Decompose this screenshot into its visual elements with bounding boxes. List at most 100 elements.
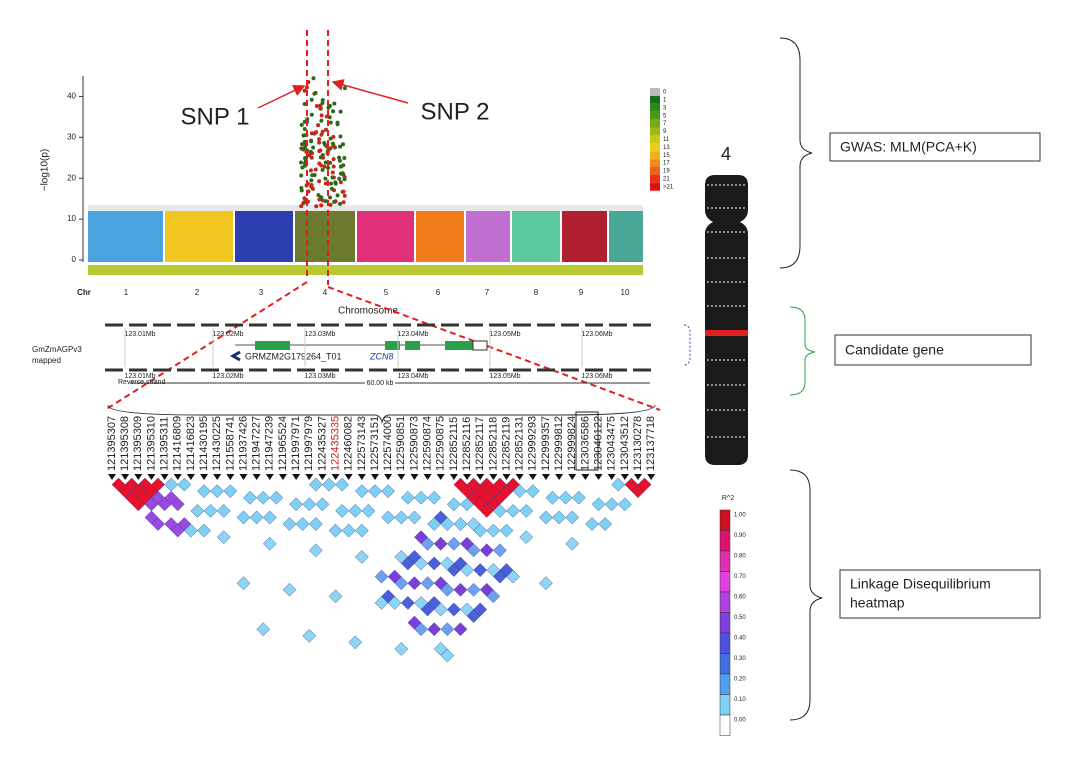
snp-id: 122999357 bbox=[540, 416, 552, 471]
ld-heatmap bbox=[111, 477, 652, 663]
ld-cell bbox=[545, 490, 560, 505]
snp-dot bbox=[338, 201, 343, 206]
snp-pointer bbox=[226, 474, 235, 480]
ld-cell bbox=[414, 622, 428, 637]
snp-pointer bbox=[423, 474, 432, 480]
ld-cell bbox=[394, 642, 409, 656]
snp-dot bbox=[308, 168, 313, 173]
snp-highlight-box bbox=[575, 411, 599, 471]
snp-id: 122573143 bbox=[356, 416, 368, 471]
snp-dot bbox=[299, 122, 304, 127]
snp-pointer bbox=[278, 474, 287, 480]
legend-label: 7 bbox=[663, 121, 667, 127]
snp-pointer bbox=[476, 474, 485, 480]
ld-cell bbox=[236, 510, 251, 525]
chr-label: Chr bbox=[77, 288, 91, 297]
snp-dot bbox=[322, 140, 327, 145]
snp-dot bbox=[309, 97, 314, 102]
ld-cell bbox=[381, 510, 396, 525]
ld-cell bbox=[243, 490, 257, 505]
snp-dot bbox=[333, 180, 338, 185]
position-label: 123.01Mb bbox=[124, 331, 155, 338]
ld-cell bbox=[295, 517, 310, 531]
snp-id: 122999812 bbox=[553, 416, 565, 471]
snp-dot bbox=[310, 173, 315, 178]
chromosome-label: 5 bbox=[384, 288, 389, 297]
ld-cell bbox=[565, 510, 580, 525]
snp-dot bbox=[319, 118, 324, 123]
snp-dot bbox=[303, 156, 308, 161]
snp-id: 121416809 bbox=[172, 416, 184, 471]
legend-label: 11 bbox=[663, 137, 670, 143]
snp-dot bbox=[341, 189, 346, 194]
brace bbox=[789, 469, 823, 721]
snp-pointer bbox=[108, 474, 116, 480]
ld-cell bbox=[151, 517, 165, 531]
snp-dot bbox=[317, 149, 322, 154]
snp-dot bbox=[331, 157, 336, 162]
legend-swatch bbox=[650, 174, 660, 183]
snp-pointer bbox=[449, 474, 458, 480]
snp-id: 122435327 bbox=[316, 416, 328, 471]
snp-pointer bbox=[384, 474, 393, 480]
x-label: Chromosome bbox=[338, 306, 398, 317]
legend-label: 3 bbox=[663, 105, 667, 111]
snp-dot bbox=[341, 163, 346, 168]
snp-pointer bbox=[344, 474, 353, 480]
snp-pointer bbox=[568, 474, 577, 480]
snp-pointer bbox=[594, 474, 603, 480]
chromosome-label: 10 bbox=[621, 288, 630, 297]
snp-pointer bbox=[410, 474, 419, 480]
snp-dot bbox=[304, 85, 309, 90]
ld-cell bbox=[256, 622, 271, 637]
snp-pointer bbox=[620, 474, 629, 480]
snp-dot bbox=[318, 103, 323, 108]
position-label: 123.05Mb bbox=[489, 331, 520, 338]
ld-cell bbox=[420, 576, 435, 591]
chromosome-label: 9 bbox=[579, 288, 584, 297]
ld-cell bbox=[381, 484, 396, 499]
ld-cell bbox=[519, 530, 534, 545]
snp-id: 121558741 bbox=[224, 416, 236, 471]
snp-dot bbox=[313, 91, 318, 96]
snp-dot bbox=[337, 158, 342, 163]
snp-id: 121395311 bbox=[159, 417, 171, 471]
annotation: Candidate gene bbox=[845, 342, 944, 358]
ld-cell bbox=[433, 536, 448, 551]
snp-pointer bbox=[436, 474, 445, 480]
ld-legend-label: 0.50 bbox=[734, 615, 746, 621]
snp-id: 121416823 bbox=[185, 416, 197, 471]
ld-cell bbox=[269, 490, 284, 505]
annotation-box bbox=[839, 569, 1041, 619]
ld-legend-swatch bbox=[719, 694, 731, 716]
snp-dot bbox=[337, 155, 342, 160]
ld-cell bbox=[585, 517, 599, 531]
ld-cell bbox=[479, 543, 494, 558]
snp-dot bbox=[302, 101, 307, 106]
annotation: Linkage Disequilibrium bbox=[850, 576, 991, 592]
snp-dot bbox=[309, 155, 314, 160]
snp-pointer bbox=[252, 474, 261, 480]
chromosome-label: 1 bbox=[124, 288, 129, 297]
legend-swatch bbox=[650, 159, 660, 167]
ld-cell bbox=[558, 490, 573, 505]
ld-cell bbox=[440, 582, 455, 597]
snp-pointer bbox=[581, 474, 590, 480]
snp-id: 122852117 bbox=[474, 417, 486, 471]
snp-dot bbox=[335, 122, 340, 127]
snp-id: 121947227 bbox=[251, 416, 263, 471]
chromosome-label: 6 bbox=[436, 288, 441, 297]
annotation: heatmap bbox=[850, 595, 905, 611]
ld-cell bbox=[427, 490, 442, 505]
snp-pointer bbox=[528, 474, 537, 480]
ld-legend-title: R^2 bbox=[722, 495, 734, 502]
snp-dot bbox=[342, 156, 347, 161]
snp-id: 123130278 bbox=[632, 416, 644, 471]
snp-pointer bbox=[647, 474, 656, 480]
snp-dot bbox=[342, 86, 347, 91]
snp-dot bbox=[320, 167, 325, 172]
ld-legend-label: 0.90 bbox=[734, 533, 746, 539]
ld-cell bbox=[414, 490, 428, 505]
ld-cell bbox=[427, 622, 442, 637]
